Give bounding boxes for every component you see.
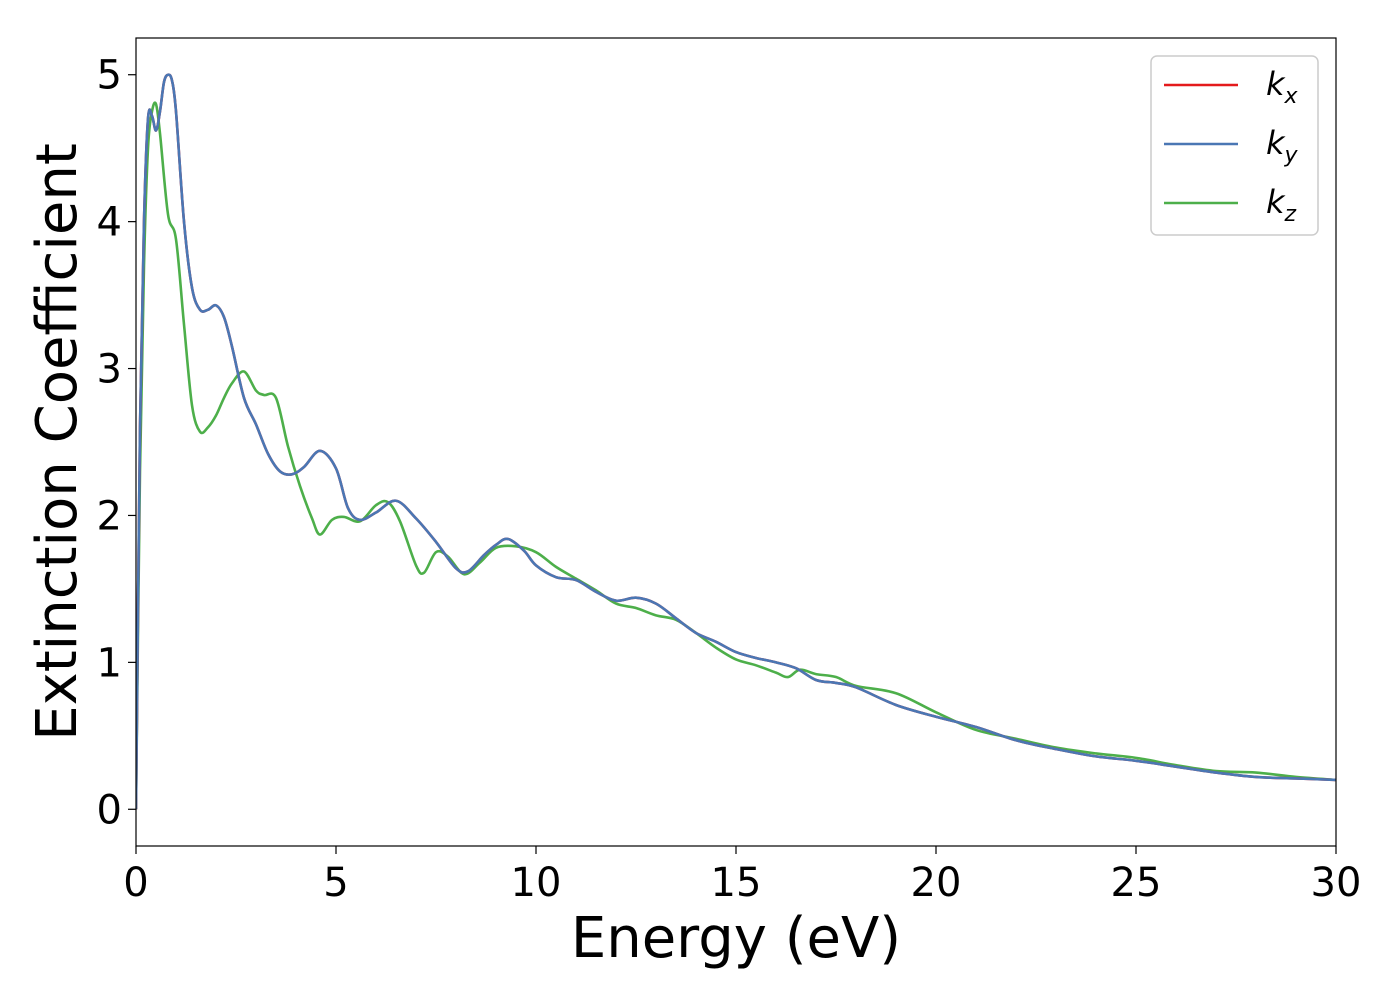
legend: kx ky kz [1150, 55, 1319, 236]
x-axis-ticks: 0 5 10 15 20 25 30 [123, 846, 1361, 906]
x-tick-label: 25 [1111, 860, 1162, 906]
series-line-kz [136, 101, 1336, 810]
x-tick-label: 0 [123, 860, 148, 906]
x-tick-label: 5 [323, 860, 348, 906]
legend-box [1150, 55, 1319, 236]
y-tick-label: 4 [97, 200, 122, 246]
legend-label-ky: ky [1266, 124, 1299, 168]
legend-label-kx: kx [1266, 65, 1299, 109]
y-tick-label: 0 [97, 787, 122, 833]
series-line-ky [136, 73, 1336, 810]
y-axis-ticks: 0 1 2 3 4 5 [97, 53, 136, 833]
x-tick-label: 30 [1311, 860, 1362, 906]
x-tick-label: 10 [511, 860, 562, 906]
x-tick-label: 20 [911, 860, 962, 906]
y-tick-label: 2 [97, 493, 122, 539]
series-layer [136, 73, 1336, 810]
legend-label-kz: kz [1266, 183, 1297, 227]
y-tick-label: 1 [97, 640, 122, 686]
y-tick-label: 5 [97, 53, 122, 99]
y-tick-label: 3 [97, 347, 122, 393]
x-tick-label: 15 [711, 860, 762, 906]
y-axis-title: Extinction Coefficient [25, 143, 90, 741]
x-axis-title: Energy (eV) [571, 906, 901, 971]
